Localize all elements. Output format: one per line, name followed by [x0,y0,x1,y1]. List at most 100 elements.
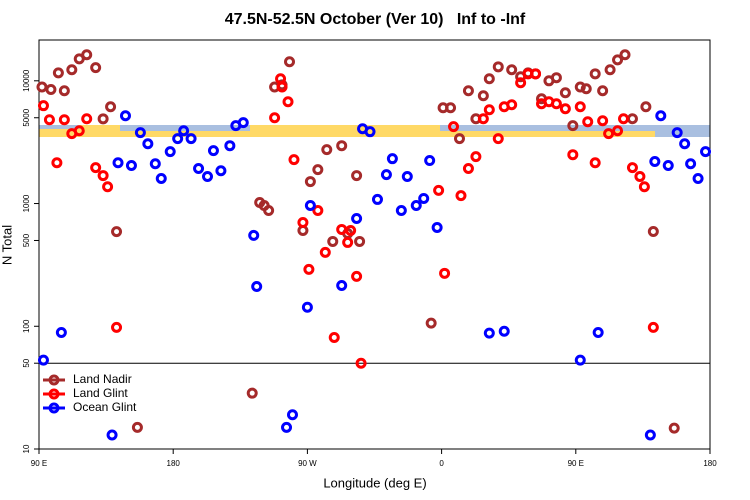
series [37,110,712,441]
point [433,184,445,196]
point [559,87,571,99]
point [284,56,296,68]
point [185,133,197,145]
point [55,326,67,338]
point [612,54,624,66]
point [647,321,659,333]
chart-title: 47.5N-52.5N October (Ver 10) Inf to -Inf [225,11,526,28]
legend-label: Land Nadir [73,372,132,386]
point [304,176,316,188]
point [224,140,236,152]
point [582,116,594,128]
point [297,216,309,228]
x-tick-label: 90 E [568,459,584,468]
point [647,225,659,237]
point [395,205,407,217]
point [90,62,102,74]
point [462,85,474,97]
point [112,157,124,169]
point [431,221,443,233]
point [43,114,55,126]
point [37,100,49,112]
legend-marker [48,374,60,386]
point [592,326,604,338]
legend-marker [48,402,60,414]
point [603,128,615,140]
point [580,83,592,95]
point [626,162,638,174]
point [193,162,205,174]
point [134,127,146,139]
point [97,170,109,182]
point [52,67,64,79]
point [90,162,102,174]
x-tick-label: 90 E [31,459,47,468]
point [45,83,57,95]
point [477,113,489,125]
point [662,160,674,172]
legend-label: Ocean Glint [73,400,137,414]
x-tick-label: 0 [439,459,444,468]
point [345,224,357,236]
point [425,317,437,329]
point [567,149,579,161]
point [81,49,93,61]
point [125,160,137,172]
point [321,144,333,156]
point [281,421,293,433]
point [589,157,601,169]
point [492,133,504,145]
point [201,171,213,183]
point [312,205,324,217]
point [668,422,680,434]
point [172,133,184,145]
point [111,321,123,333]
point [483,327,495,339]
point [237,117,249,129]
point [424,155,436,167]
point [550,98,562,110]
point [342,236,354,248]
point [111,226,123,238]
point [354,235,366,247]
point [215,165,227,177]
point [73,125,85,137]
point [301,301,313,313]
point [355,357,367,369]
point [351,213,363,225]
point [550,72,562,84]
y-tick-label: 10000 [22,69,31,92]
y-tick-label: 10 [22,444,31,453]
point [492,61,504,73]
point [439,267,451,279]
point [275,73,287,85]
point [445,102,457,114]
point [51,157,63,169]
point [597,115,609,127]
point [644,429,656,441]
point [327,235,339,247]
point [251,280,263,292]
point [530,68,542,80]
point [207,145,219,157]
point [131,421,143,433]
point [626,113,638,125]
point [638,181,650,193]
point [319,246,331,258]
point [97,113,109,125]
x-tick-label: 90 W [298,459,317,468]
point [246,387,258,399]
point [604,64,616,76]
point [351,270,363,282]
point [102,181,114,193]
point [574,81,586,93]
point [286,409,298,421]
point [671,127,683,139]
point [119,110,131,122]
point [328,331,340,343]
point [263,205,275,217]
point [106,429,118,441]
point [506,99,518,111]
x-axis-label: Longitude (deg E) [323,475,426,490]
